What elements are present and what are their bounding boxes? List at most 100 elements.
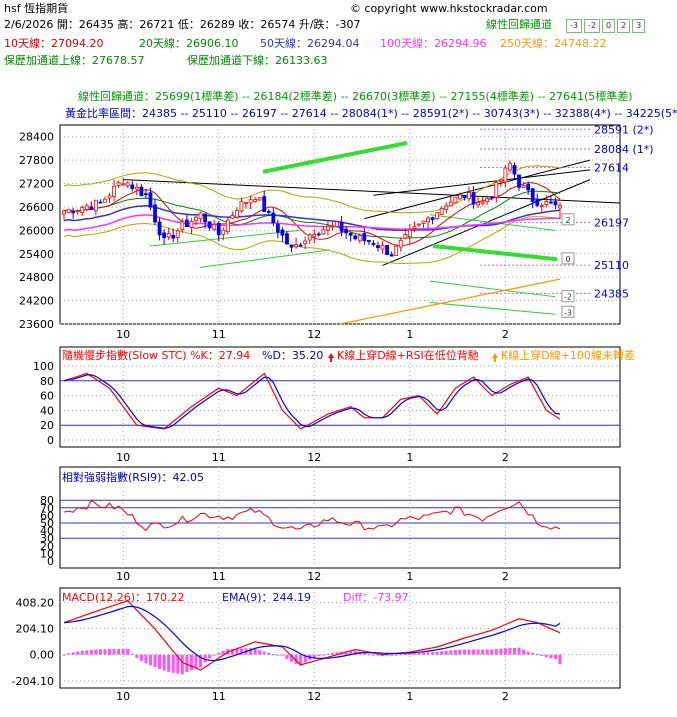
macd-histogram-bar bbox=[108, 649, 112, 655]
macd-ema-text: EMA(9)：244.19 bbox=[222, 591, 311, 604]
macd-xtick-label: 10 bbox=[116, 690, 130, 703]
macd-histogram-bar bbox=[112, 649, 116, 655]
macd-histogram-bar bbox=[349, 650, 353, 655]
candle-body bbox=[235, 210, 239, 218]
rsi-ytick-label: 60 bbox=[40, 509, 54, 522]
rsi-ytick-label: 0 bbox=[47, 555, 54, 568]
candle-body bbox=[80, 207, 85, 214]
macd-histogram-bar bbox=[194, 654, 198, 669]
macd-histogram-bar bbox=[71, 652, 75, 655]
candle-body bbox=[476, 202, 480, 206]
macd-ema-line bbox=[63, 605, 561, 662]
macd-histogram-bar bbox=[253, 648, 257, 655]
macd-line bbox=[63, 600, 561, 671]
bollinger-upper-line bbox=[63, 165, 561, 214]
stc-title: 隨機慢步指數(Slow STC) %K：27.94 bbox=[62, 348, 250, 362]
candle-body bbox=[526, 184, 531, 191]
macd-histogram-bar bbox=[267, 653, 271, 655]
candle-body bbox=[216, 222, 221, 236]
golden-level-label: 27614 bbox=[594, 161, 629, 174]
candle-body bbox=[553, 201, 558, 206]
arrow-up-icon-orange bbox=[492, 353, 498, 362]
candle-body bbox=[230, 215, 235, 219]
candle-body bbox=[266, 210, 271, 213]
channel-tag-box bbox=[561, 290, 575, 303]
candle-body bbox=[385, 245, 389, 255]
macd-histogram-bar bbox=[258, 650, 262, 655]
macd-histogram-bar bbox=[440, 651, 444, 655]
candle-body bbox=[225, 219, 230, 233]
golden-ratio-text: 黃金比率區間：24385 -- 25110 -- 26197 -- 27614 … bbox=[65, 106, 677, 120]
linreg-values-text: 線性回歸通道：25699(1標準差) -- 26184(2標準差) -- 266… bbox=[78, 89, 633, 103]
candle-body bbox=[153, 204, 157, 223]
rsi-ytick-label: 80 bbox=[40, 494, 54, 507]
price-ytick-label: 24800 bbox=[19, 271, 54, 284]
candle-body bbox=[175, 230, 180, 238]
macd-histogram-bar bbox=[144, 654, 148, 664]
candle-body bbox=[403, 233, 408, 239]
candle-body bbox=[517, 174, 521, 188]
price-xtick-label: 10 bbox=[116, 328, 130, 341]
candle-body bbox=[207, 221, 212, 229]
stc-d-text: %D：35.20 bbox=[262, 349, 323, 362]
ma10-line bbox=[63, 182, 561, 246]
macd-histogram-bar bbox=[421, 652, 425, 655]
ma250-line bbox=[339, 278, 561, 325]
rsi-ytick-label: 20 bbox=[40, 540, 54, 553]
copyright-text: © copyright www.hkstockradar.com bbox=[350, 2, 548, 15]
candle-body bbox=[66, 208, 71, 213]
ma50-label: 50天線：26294.04 bbox=[260, 37, 360, 50]
candle-body bbox=[239, 200, 244, 212]
macd-histogram-bar bbox=[321, 654, 325, 656]
candle-body bbox=[494, 182, 499, 198]
linreg-button-minus2[interactable]: -2 bbox=[583, 19, 600, 33]
macd-histogram-bar bbox=[508, 648, 512, 655]
macd-histogram-bar bbox=[344, 651, 348, 655]
golden-level-label: 24385 bbox=[594, 287, 629, 300]
macd-histogram-bar bbox=[185, 654, 189, 672]
candle-body bbox=[212, 224, 217, 230]
linreg-button-2[interactable]: 2 bbox=[617, 19, 631, 33]
linreg-buttons[interactable]: -3 -2 0 2 3 bbox=[564, 18, 646, 33]
price-xtick-label: 11 bbox=[212, 328, 226, 341]
candle-body bbox=[189, 221, 194, 228]
candle-body bbox=[371, 242, 376, 245]
macd-histogram-bar bbox=[558, 654, 562, 665]
macd-histogram-bar bbox=[249, 648, 253, 655]
macd-histogram-bar bbox=[435, 651, 439, 655]
price-ytick-label: 27800 bbox=[19, 154, 54, 167]
macd-histogram-bar bbox=[481, 649, 485, 655]
linreg-line bbox=[199, 249, 331, 268]
candle-body bbox=[125, 182, 130, 187]
candle-body bbox=[194, 216, 198, 222]
candle-body bbox=[121, 183, 126, 186]
linreg-button-3[interactable]: 3 bbox=[632, 19, 646, 33]
macd-histogram-bar bbox=[522, 649, 526, 655]
macd-histogram-bar bbox=[130, 653, 134, 655]
candle-body bbox=[89, 206, 94, 210]
candle-body bbox=[93, 199, 98, 212]
rsi-xtick-label: 12 bbox=[307, 570, 321, 583]
candle-body bbox=[184, 219, 189, 228]
linreg-button-0[interactable]: 0 bbox=[601, 19, 616, 33]
macd-histogram-bar bbox=[476, 649, 480, 655]
candle-body bbox=[362, 233, 367, 242]
macd-histogram-bar bbox=[280, 654, 284, 656]
rsi-title: 相對強弱指數(RSI9)：42.05 bbox=[62, 470, 204, 484]
channel-tag-label: 2 bbox=[565, 216, 570, 225]
candle-body bbox=[148, 192, 153, 208]
linreg-button-minus3[interactable]: -3 bbox=[566, 19, 582, 33]
candle-body bbox=[421, 220, 426, 224]
macd-histogram-bar bbox=[94, 649, 98, 655]
macd-diff-text: Diff：-73.97 bbox=[343, 591, 409, 604]
stc-ytick-label: 0 bbox=[47, 434, 54, 447]
rsi-ytick-label: 50 bbox=[40, 517, 54, 530]
candle-body bbox=[467, 192, 471, 199]
macd-histogram-bar bbox=[121, 648, 125, 655]
bb-upper-label: 保歷加通道上線：27678.57 bbox=[4, 54, 145, 67]
price-ytick-label: 28400 bbox=[19, 131, 54, 144]
candle-body bbox=[307, 234, 312, 241]
candle-body bbox=[312, 234, 317, 237]
macd-histogram-bar bbox=[426, 652, 430, 655]
macd-histogram-bar bbox=[76, 651, 80, 655]
